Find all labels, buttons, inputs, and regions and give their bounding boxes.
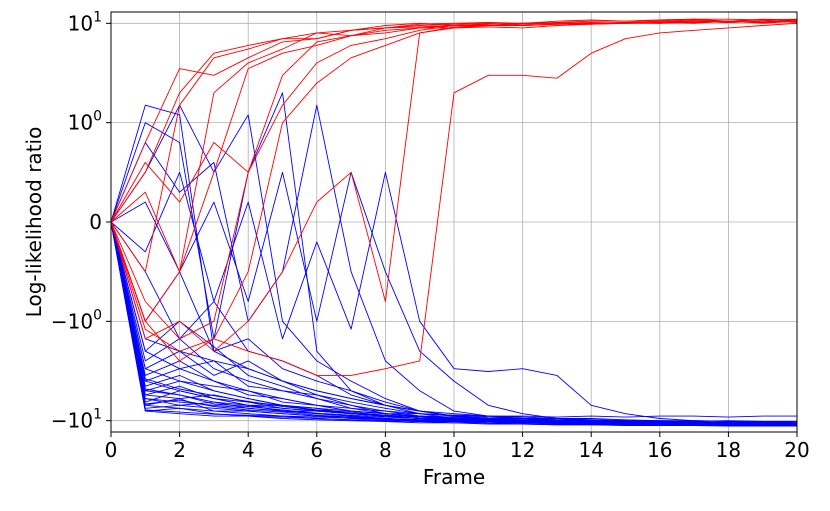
- y-tick-label: −100: [51, 307, 102, 333]
- x-tick-label: 4: [242, 438, 255, 462]
- red-trajectory-9: [110, 22, 798, 376]
- x-tick-label: 6: [310, 438, 323, 462]
- red-trajectory-1: [110, 18, 798, 223]
- x-tick-label: 14: [578, 438, 603, 462]
- red-trajectory-8: [110, 20, 797, 352]
- y-tick-label: 101: [68, 9, 102, 35]
- x-tick-label: 20: [784, 438, 809, 462]
- y-tick-label: 100: [68, 109, 102, 135]
- red-trajectory-7: [110, 20, 798, 352]
- x-tick-label: 10: [441, 438, 466, 462]
- y-axis-label: Log-likelihood ratio: [22, 127, 46, 318]
- x-axis-label: Frame: [423, 465, 485, 489]
- y-tick-label: 0: [89, 210, 102, 234]
- series-lines: [110, 18, 798, 427]
- blue-trajectory-5: [110, 171, 797, 424]
- x-tick-label: 2: [173, 438, 186, 462]
- axis-ticks: 0 2 4 6 8 10 12 14 16 18 20 −101 −100 0 100 101: [51, 9, 810, 462]
- y-tick-label: −101: [51, 407, 102, 433]
- blue-trajectory-33: [110, 221, 798, 424]
- x-tick-label: 8: [379, 438, 392, 462]
- blue-trajectory-18: [110, 221, 797, 418]
- x-tick-label: 0: [105, 438, 118, 462]
- x-tick-label: 16: [647, 438, 672, 462]
- x-tick-label: 12: [510, 438, 535, 462]
- blue-trajectory-32: [110, 221, 797, 425]
- x-tick-label: 18: [716, 438, 741, 462]
